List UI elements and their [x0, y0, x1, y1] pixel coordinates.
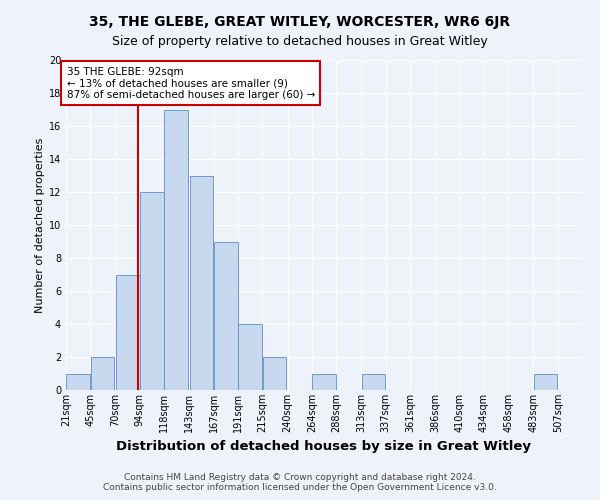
Bar: [66, 374, 90, 390]
Bar: [362, 374, 385, 390]
Bar: [190, 176, 214, 390]
Bar: [238, 324, 262, 390]
Bar: [164, 110, 188, 390]
Bar: [533, 374, 557, 390]
Bar: [91, 357, 115, 390]
Bar: [116, 274, 140, 390]
Text: Size of property relative to detached houses in Great Witley: Size of property relative to detached ho…: [112, 35, 488, 48]
Bar: [312, 374, 336, 390]
Text: 35 THE GLEBE: 92sqm
← 13% of detached houses are smaller (9)
87% of semi-detache: 35 THE GLEBE: 92sqm ← 13% of detached ho…: [67, 66, 315, 100]
Text: Contains HM Land Registry data © Crown copyright and database right 2024.
Contai: Contains HM Land Registry data © Crown c…: [103, 473, 497, 492]
Y-axis label: Number of detached properties: Number of detached properties: [35, 138, 44, 312]
X-axis label: Distribution of detached houses by size in Great Witley: Distribution of detached houses by size …: [116, 440, 532, 454]
Bar: [214, 242, 238, 390]
Text: 35, THE GLEBE, GREAT WITLEY, WORCESTER, WR6 6JR: 35, THE GLEBE, GREAT WITLEY, WORCESTER, …: [89, 15, 511, 29]
Bar: [140, 192, 164, 390]
Bar: [263, 357, 286, 390]
